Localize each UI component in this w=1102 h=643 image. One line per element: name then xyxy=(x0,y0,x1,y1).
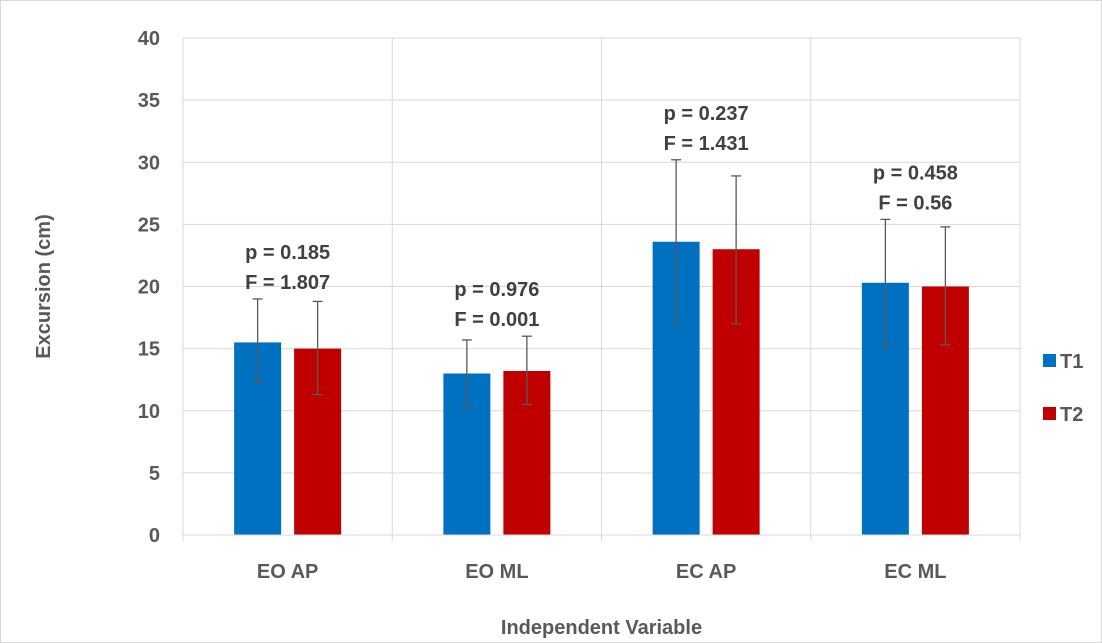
annotation-f-value: F = 0.001 xyxy=(454,309,539,331)
x-tick-label: EC AP xyxy=(676,561,736,583)
x-axis-title: Independent Variable xyxy=(501,617,702,639)
legend-label-t1: T1 xyxy=(1060,351,1083,373)
x-tick-label: EO ML xyxy=(465,561,528,583)
y-tick-label: 15 xyxy=(138,339,160,361)
y-tick-label: 20 xyxy=(138,277,160,299)
x-tick-label: EO AP xyxy=(257,561,319,583)
y-tick-label: 30 xyxy=(138,152,160,174)
y-tick-label: 0 xyxy=(149,525,160,547)
y-axis-title: Excursion (cm) xyxy=(33,214,55,358)
legend-swatch-t2 xyxy=(1043,407,1056,420)
annotation-p-value: p = 0.185 xyxy=(245,242,330,264)
annotation-p-value: p = 0.458 xyxy=(873,162,958,184)
x-tick-label: EC ML xyxy=(884,561,946,583)
legend-label-t2: T2 xyxy=(1060,404,1083,426)
axes: 0 5 10 15 20 25 30 35 40 EO AP EO ML EC AP EC ML xyxy=(138,28,1021,583)
annotations: p = 0.185 F = 1.807 p = 0.976 F = 0.001 p = … xyxy=(245,103,958,331)
y-tick-label: 10 xyxy=(138,401,160,423)
annotation-p-value: p = 0.976 xyxy=(454,279,539,301)
legend: T1 T2 xyxy=(1043,351,1083,426)
annotation-f-value: F = 0.56 xyxy=(878,192,952,214)
legend-swatch-t1 xyxy=(1043,354,1056,367)
y-tick-label: 25 xyxy=(138,214,160,236)
y-tick-label: 40 xyxy=(138,28,160,50)
error-bars xyxy=(252,159,951,408)
y-tick-label: 35 xyxy=(138,90,160,112)
annotation-p-value: p = 0.237 xyxy=(664,103,749,125)
y-tick-label: 5 xyxy=(149,463,160,485)
annotation-f-value: F = 1.807 xyxy=(245,272,330,294)
annotation-f-value: F = 1.431 xyxy=(664,133,749,155)
